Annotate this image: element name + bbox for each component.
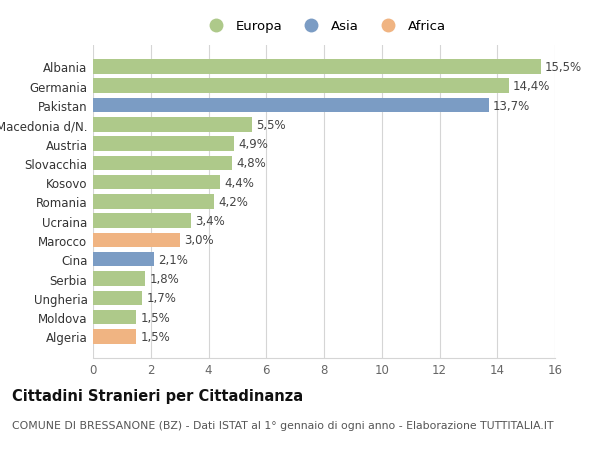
Bar xyxy=(93,175,220,190)
Bar xyxy=(93,272,145,286)
Bar xyxy=(93,233,179,248)
Legend: Europa, Asia, Africa: Europa, Asia, Africa xyxy=(197,15,451,39)
Bar xyxy=(93,252,154,267)
Bar xyxy=(93,310,136,325)
Bar xyxy=(93,330,136,344)
Bar xyxy=(93,214,191,229)
Bar xyxy=(93,60,541,74)
Bar xyxy=(93,79,509,94)
Bar xyxy=(93,137,235,151)
Text: 4,8%: 4,8% xyxy=(236,157,266,170)
Bar xyxy=(93,99,488,113)
Text: 1,7%: 1,7% xyxy=(146,291,176,305)
Text: 14,4%: 14,4% xyxy=(513,80,551,93)
Text: 15,5%: 15,5% xyxy=(545,61,582,74)
Bar xyxy=(93,195,214,209)
Text: 4,9%: 4,9% xyxy=(239,138,269,151)
Text: 1,5%: 1,5% xyxy=(140,311,170,324)
Text: 2,1%: 2,1% xyxy=(158,253,188,266)
Text: Cittadini Stranieri per Cittadinanza: Cittadini Stranieri per Cittadinanza xyxy=(12,388,303,403)
Text: 3,0%: 3,0% xyxy=(184,234,214,247)
Text: COMUNE DI BRESSANONE (BZ) - Dati ISTAT al 1° gennaio di ogni anno - Elaborazione: COMUNE DI BRESSANONE (BZ) - Dati ISTAT a… xyxy=(12,420,554,430)
Text: 13,7%: 13,7% xyxy=(493,99,530,112)
Bar xyxy=(93,118,252,132)
Text: 1,8%: 1,8% xyxy=(149,273,179,285)
Bar xyxy=(93,156,232,171)
Bar xyxy=(93,291,142,305)
Text: 3,4%: 3,4% xyxy=(196,215,225,228)
Text: 5,5%: 5,5% xyxy=(256,118,286,131)
Text: 4,4%: 4,4% xyxy=(224,176,254,189)
Text: 4,2%: 4,2% xyxy=(218,196,248,208)
Text: 1,5%: 1,5% xyxy=(140,330,170,343)
